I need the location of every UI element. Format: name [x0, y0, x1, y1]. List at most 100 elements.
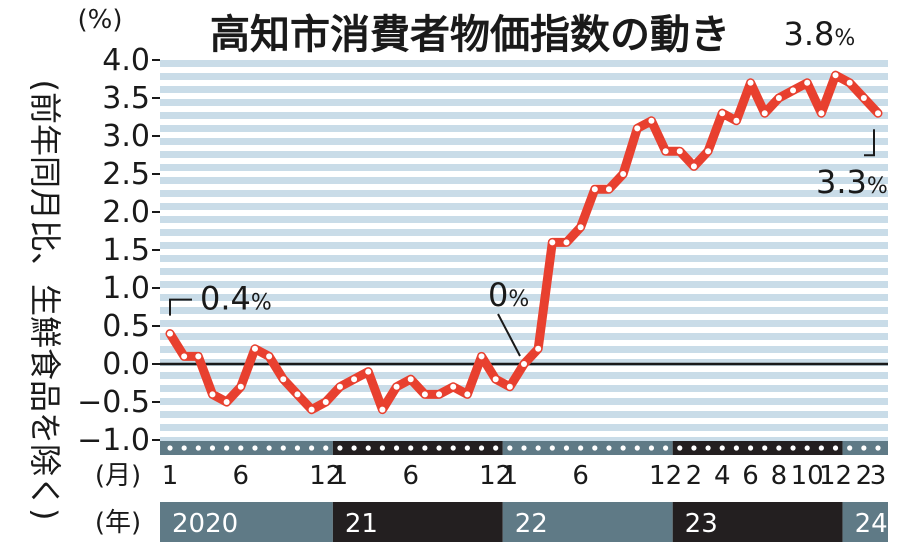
month-dot: [209, 445, 216, 451]
year-band-label: 23: [685, 509, 718, 539]
year-band-label: 21: [345, 509, 378, 539]
month-dot: [592, 445, 598, 451]
month-dot: [606, 445, 612, 451]
annotation-value: 3.8: [784, 15, 835, 53]
month-dot: [351, 445, 357, 451]
data-point: [280, 376, 287, 383]
month-tick-label: 2: [686, 461, 703, 491]
annotation-unit: %: [834, 26, 855, 51]
data-point: [775, 95, 782, 101]
grid-stripe: [160, 424, 888, 431]
y-tick-label: 2.5: [102, 157, 150, 192]
data-point: [251, 345, 258, 352]
data-point: [790, 87, 797, 94]
data-point: [365, 368, 372, 375]
data-point: [521, 361, 527, 367]
data-point: [436, 391, 443, 398]
month-tick-label: 10: [791, 461, 824, 491]
annotation-unit: %: [867, 174, 888, 199]
data-point: [209, 391, 216, 398]
y-axis-title: (前年同月比、生鮮食品を除く): [26, 80, 64, 521]
month-dot: [747, 445, 754, 451]
data-point: [421, 391, 428, 398]
data-point: [761, 110, 768, 117]
data-point: [464, 391, 471, 398]
month-tick-label: 2: [856, 461, 873, 491]
month-dot: [436, 445, 442, 451]
year-band-label: 2020: [172, 509, 238, 539]
data-point: [676, 148, 683, 155]
data-point: [747, 79, 754, 86]
annotation-value: 0.4: [200, 280, 251, 318]
grid-stripe: [160, 294, 888, 301]
grid-stripe: [160, 385, 888, 392]
data-point: [308, 406, 315, 413]
month-tick-label: 6: [572, 461, 589, 491]
grid-stripe: [160, 138, 888, 145]
month-row-label: (月): [95, 461, 141, 491]
data-point: [719, 110, 726, 117]
y-tick-label: 0.5: [102, 309, 150, 344]
month-dot: [847, 445, 853, 451]
year-band: [502, 502, 673, 542]
month-tick-label: 6: [402, 461, 419, 491]
data-point: [620, 171, 627, 177]
data-point: [832, 72, 839, 79]
grid-stripe: [160, 242, 888, 249]
y-tick-label: 3.0: [102, 119, 150, 154]
year-dot-band: [160, 441, 888, 455]
grid-stripe: [160, 437, 888, 444]
y-tick-label: 0.0: [102, 347, 150, 382]
data-point: [492, 376, 499, 383]
data-point: [266, 353, 273, 360]
annotation-unit: %: [508, 287, 529, 312]
data-point: [181, 353, 188, 360]
data-point: [195, 353, 202, 360]
month-dot: [733, 445, 740, 451]
data-point: [846, 79, 853, 86]
month-dot: [280, 445, 286, 451]
month-dot: [691, 445, 697, 451]
data-point: [648, 117, 655, 124]
month-tick-label: 12: [479, 461, 512, 491]
year-row-label: (年): [95, 508, 141, 538]
data-point: [690, 163, 697, 170]
y-unit-label: (%): [78, 5, 123, 35]
month-dot: [804, 445, 810, 451]
month-dot: [478, 445, 485, 451]
month-dot: [464, 445, 470, 451]
month-dot: [238, 445, 244, 451]
data-point: [407, 376, 414, 383]
year-band: [160, 502, 333, 542]
data-point: [237, 383, 244, 390]
month-dot: [620, 445, 626, 451]
month-dot: [379, 445, 385, 451]
annotation-leader: [864, 129, 875, 157]
data-point: [875, 110, 881, 117]
month-dot: [294, 445, 301, 451]
month-dot: [224, 445, 230, 451]
annotation-label: 0.4%: [200, 280, 272, 318]
data-point: [860, 95, 867, 101]
year-band: [842, 502, 888, 542]
month-dot: [677, 445, 683, 451]
y-tick-label: 2.0: [102, 195, 150, 230]
month-dot: [408, 445, 414, 451]
grid-stripe: [160, 216, 888, 223]
month-dot: [393, 445, 400, 451]
data-point: [478, 353, 485, 360]
grid-stripe: [160, 372, 888, 379]
y-axis-title-vertical: (前年同月比、生鮮食品を除く): [26, 80, 64, 521]
data-point: [662, 148, 669, 155]
month-dot: [832, 445, 839, 451]
month-dot: [535, 445, 541, 451]
grid-stripe: [160, 281, 888, 288]
annotation-value: 0: [488, 276, 508, 314]
grid-stripe: [160, 320, 888, 327]
data-point: [336, 383, 343, 390]
data-point: [379, 406, 386, 413]
month-dot: [337, 445, 343, 451]
month-tick-label: 12: [649, 461, 682, 491]
month-tick-label: 12: [819, 461, 852, 491]
month-dot: [266, 445, 272, 451]
